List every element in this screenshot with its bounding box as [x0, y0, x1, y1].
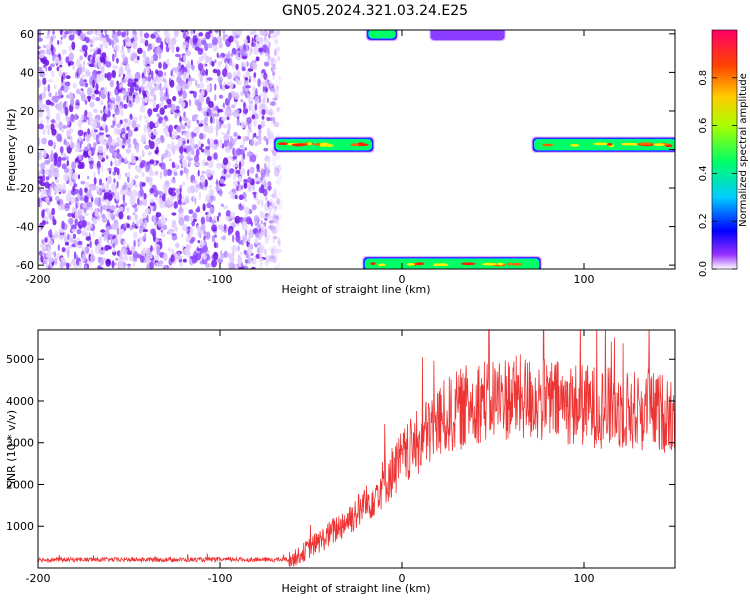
heatmap-y-label: Frequency (Hz)	[5, 109, 18, 192]
heatmap-y-tick-label: 40	[20, 66, 34, 79]
snr-x-label: Height of straight line (km)	[281, 582, 430, 595]
colorbar-gradient	[711, 29, 738, 270]
heatmap-y-tick-label: 60	[20, 28, 34, 41]
heatmap-band-layer	[368, 30, 396, 39]
snr-x-ticks: -200 -100 0 100	[26, 330, 595, 585]
colorbar-label: Normalized spectral amplitude	[738, 73, 749, 227]
heatmap-y-tick-label: 20	[20, 105, 34, 118]
colorbar-tick-label: 0.2	[698, 213, 709, 229]
snr-panel: -200 -100 0 100 1000 2000 3000 4000 5000 Height…	[5, 329, 676, 595]
colorbar-tick-label: 0.8	[698, 70, 709, 86]
heatmap-x-tick-label: -200	[26, 273, 51, 286]
snr-x-tick-label: 100	[574, 572, 595, 585]
heatmap-x-ticks: -200 -100 0 100	[26, 30, 595, 286]
colorbar-tick-label: 0.6	[698, 118, 709, 134]
snr-y-label: SNR (10 * v/v)	[5, 410, 18, 488]
colorbar-tick-label: 0.4	[698, 165, 709, 181]
snr-y-tick-label: 3000	[6, 437, 34, 450]
colorbar: 0.0 0.2 0.4 0.6 0.8 Normalized spectral ampl…	[698, 29, 749, 277]
heatmap-band-layer	[430, 30, 505, 41]
snr-y-ticks: 1000 2000 3000 4000 5000	[6, 353, 675, 533]
heatmap-y-ticks: -60 -40 -20 0 20 40 60	[16, 28, 675, 272]
heatmap-y-tick-label: 0	[27, 144, 34, 157]
heatmap-bands	[272, 30, 675, 269]
snr-x-tick-label: -100	[208, 572, 233, 585]
snr-x-tick-label: 0	[399, 572, 406, 585]
colorbar-ticks: 0.0 0.2 0.4 0.6 0.8	[698, 70, 737, 277]
heatmap-y-tick-label: -60	[16, 259, 34, 272]
snr-x-tick-label: -200	[26, 572, 51, 585]
heatmap-x-label: Height of straight line (km)	[281, 283, 430, 296]
snr-y-tick-label: 4000	[6, 395, 34, 408]
heatmap-y-tick-label: -40	[16, 221, 34, 234]
heatmap-x-tick-label: -100	[208, 273, 233, 286]
snr-y-tick-label: 2000	[6, 478, 34, 491]
snr-y-tick-label: 1000	[6, 520, 34, 533]
heatmap-y-tick-label: -20	[16, 182, 34, 195]
colorbar-tick-label: 0.0	[698, 261, 709, 277]
heatmap-band-layer	[365, 258, 539, 269]
heatmap-noise-region	[38, 30, 284, 269]
snr-series-line	[38, 330, 675, 567]
snr-y-tick-label: 5000	[6, 353, 34, 366]
heatmap-x-tick-label: 0	[399, 273, 406, 286]
chart-title: GN05.2024.321.03.24.E25	[282, 3, 468, 19]
snr-frame	[37, 329, 676, 569]
heatmap-x-tick-label: 100	[574, 273, 595, 286]
